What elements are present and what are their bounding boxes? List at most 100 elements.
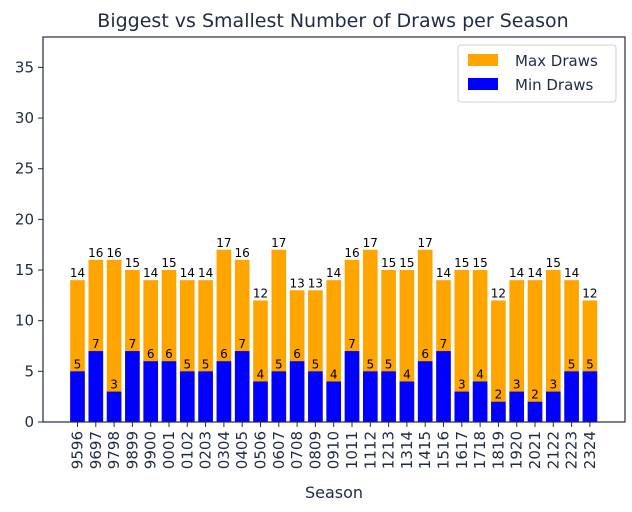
bar-min-1819 <box>491 401 506 422</box>
bar-max-1920 <box>509 280 525 422</box>
x-tick-label-0910: 0910 <box>325 431 343 469</box>
bar-label-max-0405: 16 <box>235 246 250 260</box>
bar-min-2021 <box>527 401 543 422</box>
bar-min-1920 <box>509 391 525 422</box>
y-tick-label-30: 30 <box>15 109 34 127</box>
bar-label-min-0809: 5 <box>312 357 320 371</box>
x-tick-label-1415: 1415 <box>416 431 434 469</box>
x-tick-label-1718: 1718 <box>471 431 489 469</box>
bar-label-min-2223: 5 <box>568 357 576 371</box>
bar-label-min-0001: 6 <box>165 347 173 361</box>
bar-label-max-0910: 14 <box>326 266 341 280</box>
bar-label-max-1516: 14 <box>436 266 451 280</box>
bar-label-min-2122: 3 <box>549 378 557 392</box>
bar-max-1819 <box>491 300 506 422</box>
bar-label-max-0809: 13 <box>308 276 323 290</box>
bar-label-min-0607: 5 <box>275 357 283 371</box>
bar-max-1617 <box>454 270 470 422</box>
x-tick-label-1314: 1314 <box>398 431 416 469</box>
bar-min-9596 <box>70 371 85 422</box>
bar-label-max-1718: 15 <box>472 256 487 270</box>
y-tick-label-20: 20 <box>15 210 34 228</box>
x-tick-label-0708: 0708 <box>288 431 306 469</box>
x-tick-label-9900: 9900 <box>142 431 160 469</box>
bar-min-0607 <box>271 371 287 422</box>
bar-label-max-1314: 15 <box>399 256 414 270</box>
bar-label-max-0203: 14 <box>198 266 213 280</box>
x-tick-label-2122: 2122 <box>544 431 562 469</box>
legend: Max Draws Min Draws <box>457 44 617 103</box>
x-tick-label-1819: 1819 <box>489 431 507 469</box>
bar-label-min-2021: 2 <box>531 388 539 402</box>
bar-min-2122 <box>545 391 561 422</box>
bar-label-max-2324: 12 <box>582 286 597 300</box>
chart-title: Biggest vs Smallest Number of Draws per … <box>97 10 568 32</box>
bar-min-1011 <box>344 351 360 422</box>
bar-min-0506 <box>253 381 268 422</box>
x-tick-label-1011: 1011 <box>343 431 361 469</box>
bar-label-min-0304: 6 <box>220 347 228 361</box>
bar-label-max-0304: 17 <box>216 236 231 250</box>
bar-min-0809 <box>308 371 323 422</box>
bar-label-max-0102: 14 <box>180 266 195 280</box>
y-tick-label-35: 35 <box>15 58 34 76</box>
bar-label-min-1920: 3 <box>513 378 521 392</box>
bar-min-9798 <box>106 391 122 422</box>
bar-min-0708 <box>289 361 305 422</box>
y-tick-label-15: 15 <box>15 261 34 279</box>
x-tick-label-0203: 0203 <box>197 431 215 469</box>
bar-label-min-0102: 5 <box>183 357 191 371</box>
bar-label-max-2021: 14 <box>527 266 542 280</box>
bar-label-min-0405: 7 <box>238 337 246 351</box>
bar-min-0304 <box>216 361 232 422</box>
bar-label-max-9798: 16 <box>106 246 121 260</box>
bar-label-min-1516: 7 <box>440 337 448 351</box>
bar-label-max-9596: 14 <box>70 266 85 280</box>
bar-label-min-9899: 7 <box>129 337 137 351</box>
bar-label-min-1112: 5 <box>366 357 374 371</box>
bar-label-max-1415: 17 <box>418 236 433 250</box>
x-tick-label-0607: 0607 <box>270 431 288 469</box>
bar-label-max-9900: 14 <box>143 266 158 280</box>
x-tick-label-1112: 1112 <box>361 431 379 469</box>
bar-label-min-0203: 5 <box>202 357 210 371</box>
bar-min-1112 <box>362 371 378 422</box>
bar-label-min-0506: 4 <box>257 367 265 381</box>
y-tick-label-10: 10 <box>15 312 34 330</box>
bar-label-max-0607: 17 <box>271 236 286 250</box>
x-tick-label-0405: 0405 <box>233 431 251 469</box>
bar-label-max-9697: 16 <box>88 246 103 260</box>
bar-label-min-1718: 4 <box>476 367 484 381</box>
bar-label-max-1011: 16 <box>344 246 359 260</box>
bar-min-0405 <box>234 351 250 422</box>
x-tick-label-0809: 0809 <box>306 431 324 469</box>
bar-label-max-2223: 14 <box>564 266 579 280</box>
legend-label-min: Min Draws <box>515 76 594 94</box>
y-tick-label-25: 25 <box>15 160 34 178</box>
bar-min-0102 <box>179 371 195 422</box>
bar-label-min-9697: 7 <box>92 337 100 351</box>
bar-min-1718 <box>472 381 488 422</box>
bar-label-max-0506: 12 <box>253 286 268 300</box>
bar-label-min-1617: 3 <box>458 378 466 392</box>
x-tick-label-1213: 1213 <box>380 431 398 469</box>
bar-label-min-1314: 4 <box>403 367 411 381</box>
y-tick-label-5: 5 <box>24 362 34 380</box>
x-tick-label-9697: 9697 <box>87 431 105 469</box>
bar-label-min-9798: 3 <box>110 378 118 392</box>
x-axis-label: Season <box>305 483 363 502</box>
bar-label-max-1112: 17 <box>363 236 378 250</box>
bar-min-1213 <box>381 371 396 422</box>
bar-label-min-9596: 5 <box>74 357 82 371</box>
bar-label-max-9899: 15 <box>125 256 140 270</box>
legend-label-max: Max Draws <box>515 52 598 70</box>
bar-max-2122 <box>545 270 561 422</box>
x-tick-label-1920: 1920 <box>508 431 526 469</box>
bar-label-min-1213: 5 <box>385 357 393 371</box>
bar-label-max-2122: 15 <box>546 256 561 270</box>
bar-label-min-0708: 6 <box>293 347 301 361</box>
x-tick-label-9899: 9899 <box>123 431 141 469</box>
bar-min-1314 <box>399 381 415 422</box>
